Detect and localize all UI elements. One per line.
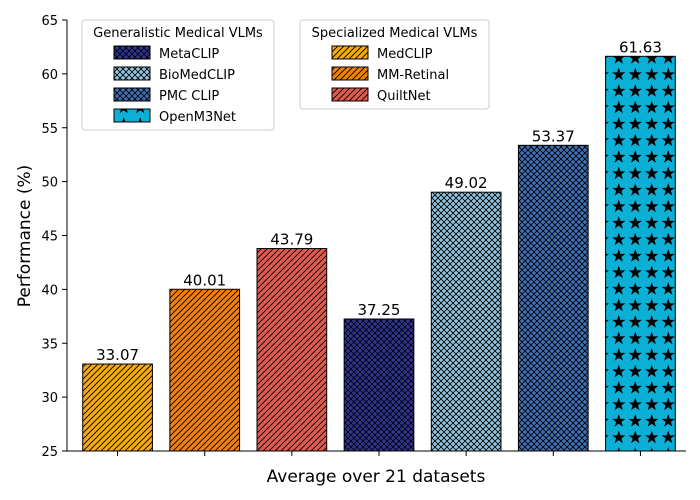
legend-entry-label: PMC CLIP bbox=[159, 89, 219, 104]
bar-group bbox=[82, 55, 676, 452]
value-label-group: 33.07 40.01 43.79 37.25 49.02 53.37 61.63 bbox=[96, 38, 662, 364]
legend-swatch-hatch bbox=[113, 45, 151, 60]
y-tick-label: 45 bbox=[41, 230, 58, 245]
y-tick-label: 50 bbox=[41, 176, 58, 191]
y-tick-label: 35 bbox=[41, 337, 58, 352]
bar-value-label: 40.01 bbox=[183, 271, 226, 289]
bar-hatch bbox=[256, 248, 328, 452]
legend-swatch-hatch bbox=[113, 108, 151, 123]
bar-hatch bbox=[605, 55, 676, 452]
legend-swatch-hatch bbox=[113, 87, 151, 102]
legend-entry-label: MetaCLIP bbox=[159, 47, 219, 62]
legend-entry-label: MM-Retinal bbox=[377, 68, 449, 83]
bar-hatch bbox=[517, 144, 589, 452]
bar-hatch bbox=[169, 288, 241, 452]
bar-hatch bbox=[343, 318, 415, 452]
legend-swatch-hatch bbox=[331, 45, 369, 60]
x-axis-label: Average over 21 datasets bbox=[267, 467, 486, 487]
bar-value-label: 43.79 bbox=[270, 231, 313, 249]
legend-entry-label: MedCLIP bbox=[377, 47, 433, 62]
bar-hatch bbox=[430, 191, 502, 452]
legend-swatch-hatch bbox=[331, 87, 369, 102]
bar-value-label: 53.37 bbox=[532, 127, 575, 145]
y-tick-label: 25 bbox=[41, 445, 58, 460]
legend-swatch-hatch bbox=[331, 66, 369, 81]
y-tick-label: 30 bbox=[41, 391, 58, 406]
y-tick-group: 25 30 35 40 45 50 55 60 65 bbox=[41, 14, 67, 460]
legend-title: Generalistic Medical VLMs bbox=[93, 26, 263, 41]
legend-entry-label: OpenM3Net bbox=[159, 110, 236, 125]
bar-value-label: 61.63 bbox=[619, 38, 662, 56]
bar-hatch bbox=[82, 363, 153, 452]
y-tick-label: 60 bbox=[41, 68, 58, 83]
legend-entry-label: BioMedCLIP bbox=[159, 68, 235, 83]
legend-generalistic: Generalistic Medical VLMs MetaCLIP BioMedC… bbox=[81, 19, 275, 131]
legend-frame bbox=[299, 19, 490, 110]
y-tick-label: 55 bbox=[41, 122, 58, 137]
legend-swatch-hatch bbox=[113, 66, 151, 81]
bar-value-label: 49.02 bbox=[445, 174, 488, 192]
y-axis-label: Performance (%) bbox=[15, 165, 35, 308]
legend-specialized: Specialized Medical VLMs MedCLIP MM-Retina… bbox=[299, 19, 490, 110]
bar-value-label: 37.25 bbox=[358, 301, 401, 319]
legend-title: Specialized Medical VLMs bbox=[312, 26, 478, 41]
y-tick-label: 40 bbox=[41, 283, 58, 298]
bar-value-label: 33.07 bbox=[96, 346, 139, 364]
legend-entry-label: QuiltNet bbox=[377, 89, 431, 104]
y-tick-label: 65 bbox=[41, 14, 58, 29]
x-tick-group bbox=[117, 451, 641, 456]
